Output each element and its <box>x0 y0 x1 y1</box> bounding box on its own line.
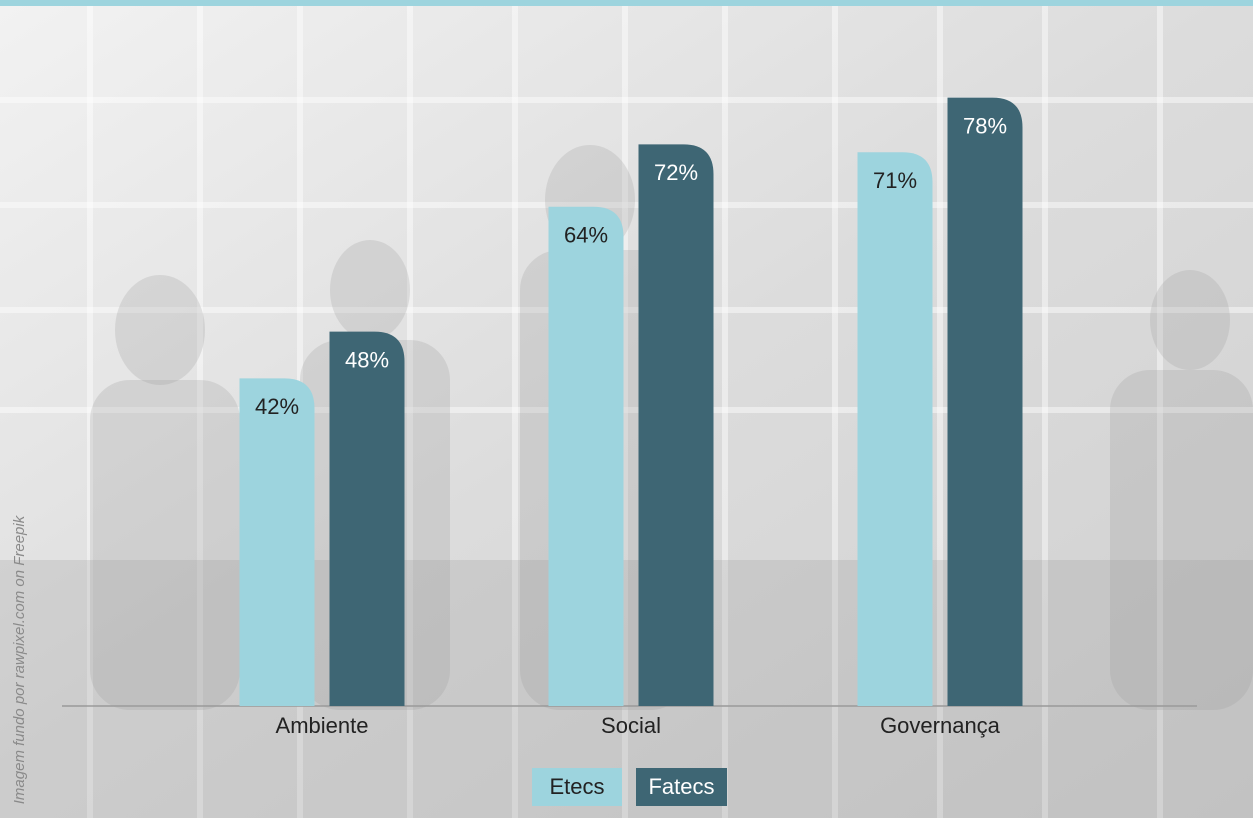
legend-label: Etecs <box>549 774 604 799</box>
value-label: 78% <box>963 113 1007 138</box>
bar <box>329 331 405 706</box>
legend-swatch <box>532 768 622 806</box>
value-label: 64% <box>564 223 608 248</box>
value-label: 48% <box>345 347 389 372</box>
top-border <box>0 0 1253 6</box>
bar <box>947 97 1023 707</box>
legend-swatch <box>636 768 727 806</box>
legend-label: Fatecs <box>648 774 714 799</box>
bar <box>638 144 714 706</box>
value-label: 71% <box>873 168 917 193</box>
x-tick-label: Ambiente <box>276 713 369 738</box>
bar <box>239 378 315 706</box>
value-label: 42% <box>255 394 299 419</box>
x-tick-label: Social <box>601 713 661 738</box>
image-credit: Imagem fundo por rawpixel.com on Freepik <box>11 514 28 804</box>
bar <box>857 152 933 706</box>
value-label: 72% <box>654 160 698 185</box>
bar <box>548 206 624 707</box>
x-tick-label: Governança <box>880 713 1001 738</box>
